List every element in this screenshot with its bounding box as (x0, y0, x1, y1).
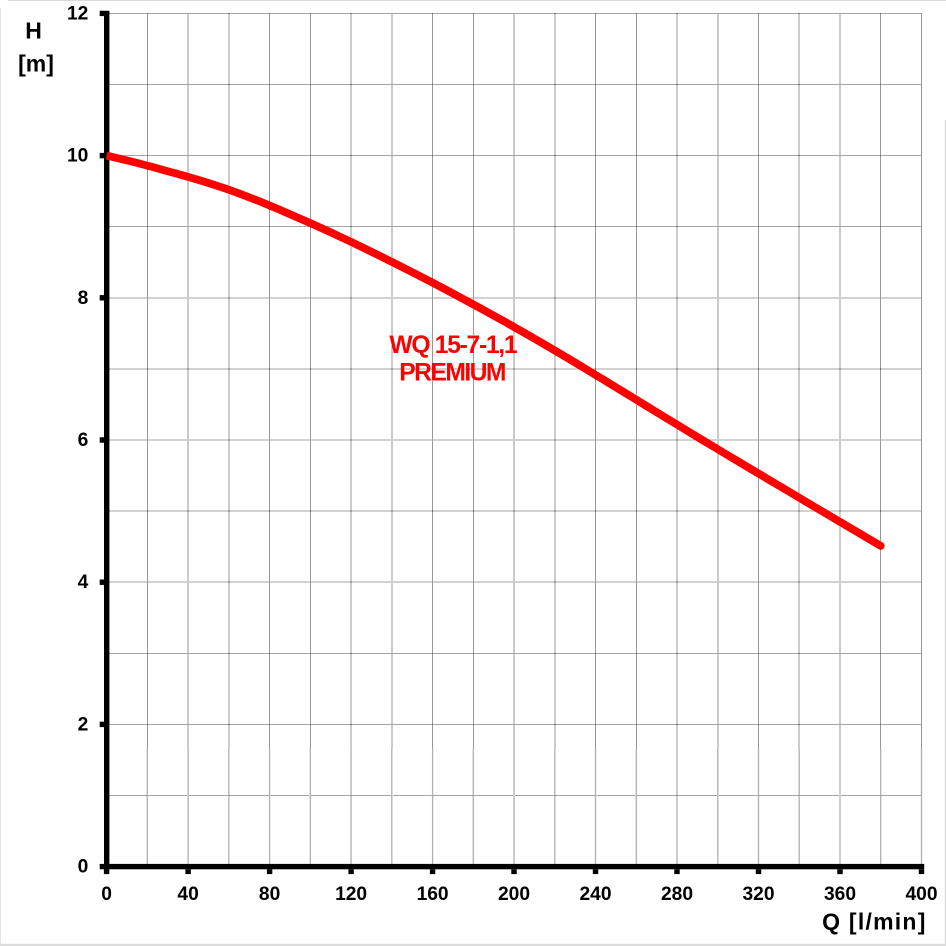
svg-text:2: 2 (78, 714, 89, 735)
svg-text:10: 10 (67, 146, 88, 167)
svg-text:Q [l/min]: Q [l/min] (822, 909, 927, 935)
svg-text:240: 240 (579, 884, 611, 905)
svg-text:4: 4 (78, 572, 89, 593)
svg-text:120: 120 (335, 884, 367, 905)
svg-text:12: 12 (67, 3, 88, 24)
svg-text:200: 200 (498, 884, 530, 905)
svg-text:400: 400 (905, 884, 937, 905)
svg-text:280: 280 (661, 884, 693, 905)
svg-text:H: H (25, 18, 42, 44)
svg-text:[m]: [m] (18, 51, 54, 77)
svg-text:320: 320 (742, 884, 774, 905)
svg-text:8: 8 (78, 288, 89, 309)
svg-text:0: 0 (101, 884, 112, 905)
svg-text:160: 160 (417, 884, 449, 905)
svg-text:6: 6 (78, 430, 89, 451)
svg-text:80: 80 (259, 884, 280, 905)
svg-text:WQ 15-7-1,1: WQ 15-7-1,1 (389, 332, 517, 359)
svg-text:40: 40 (177, 884, 198, 905)
svg-text:PREMIUM: PREMIUM (399, 360, 505, 387)
svg-text:360: 360 (824, 884, 856, 905)
svg-text:0: 0 (78, 857, 89, 878)
